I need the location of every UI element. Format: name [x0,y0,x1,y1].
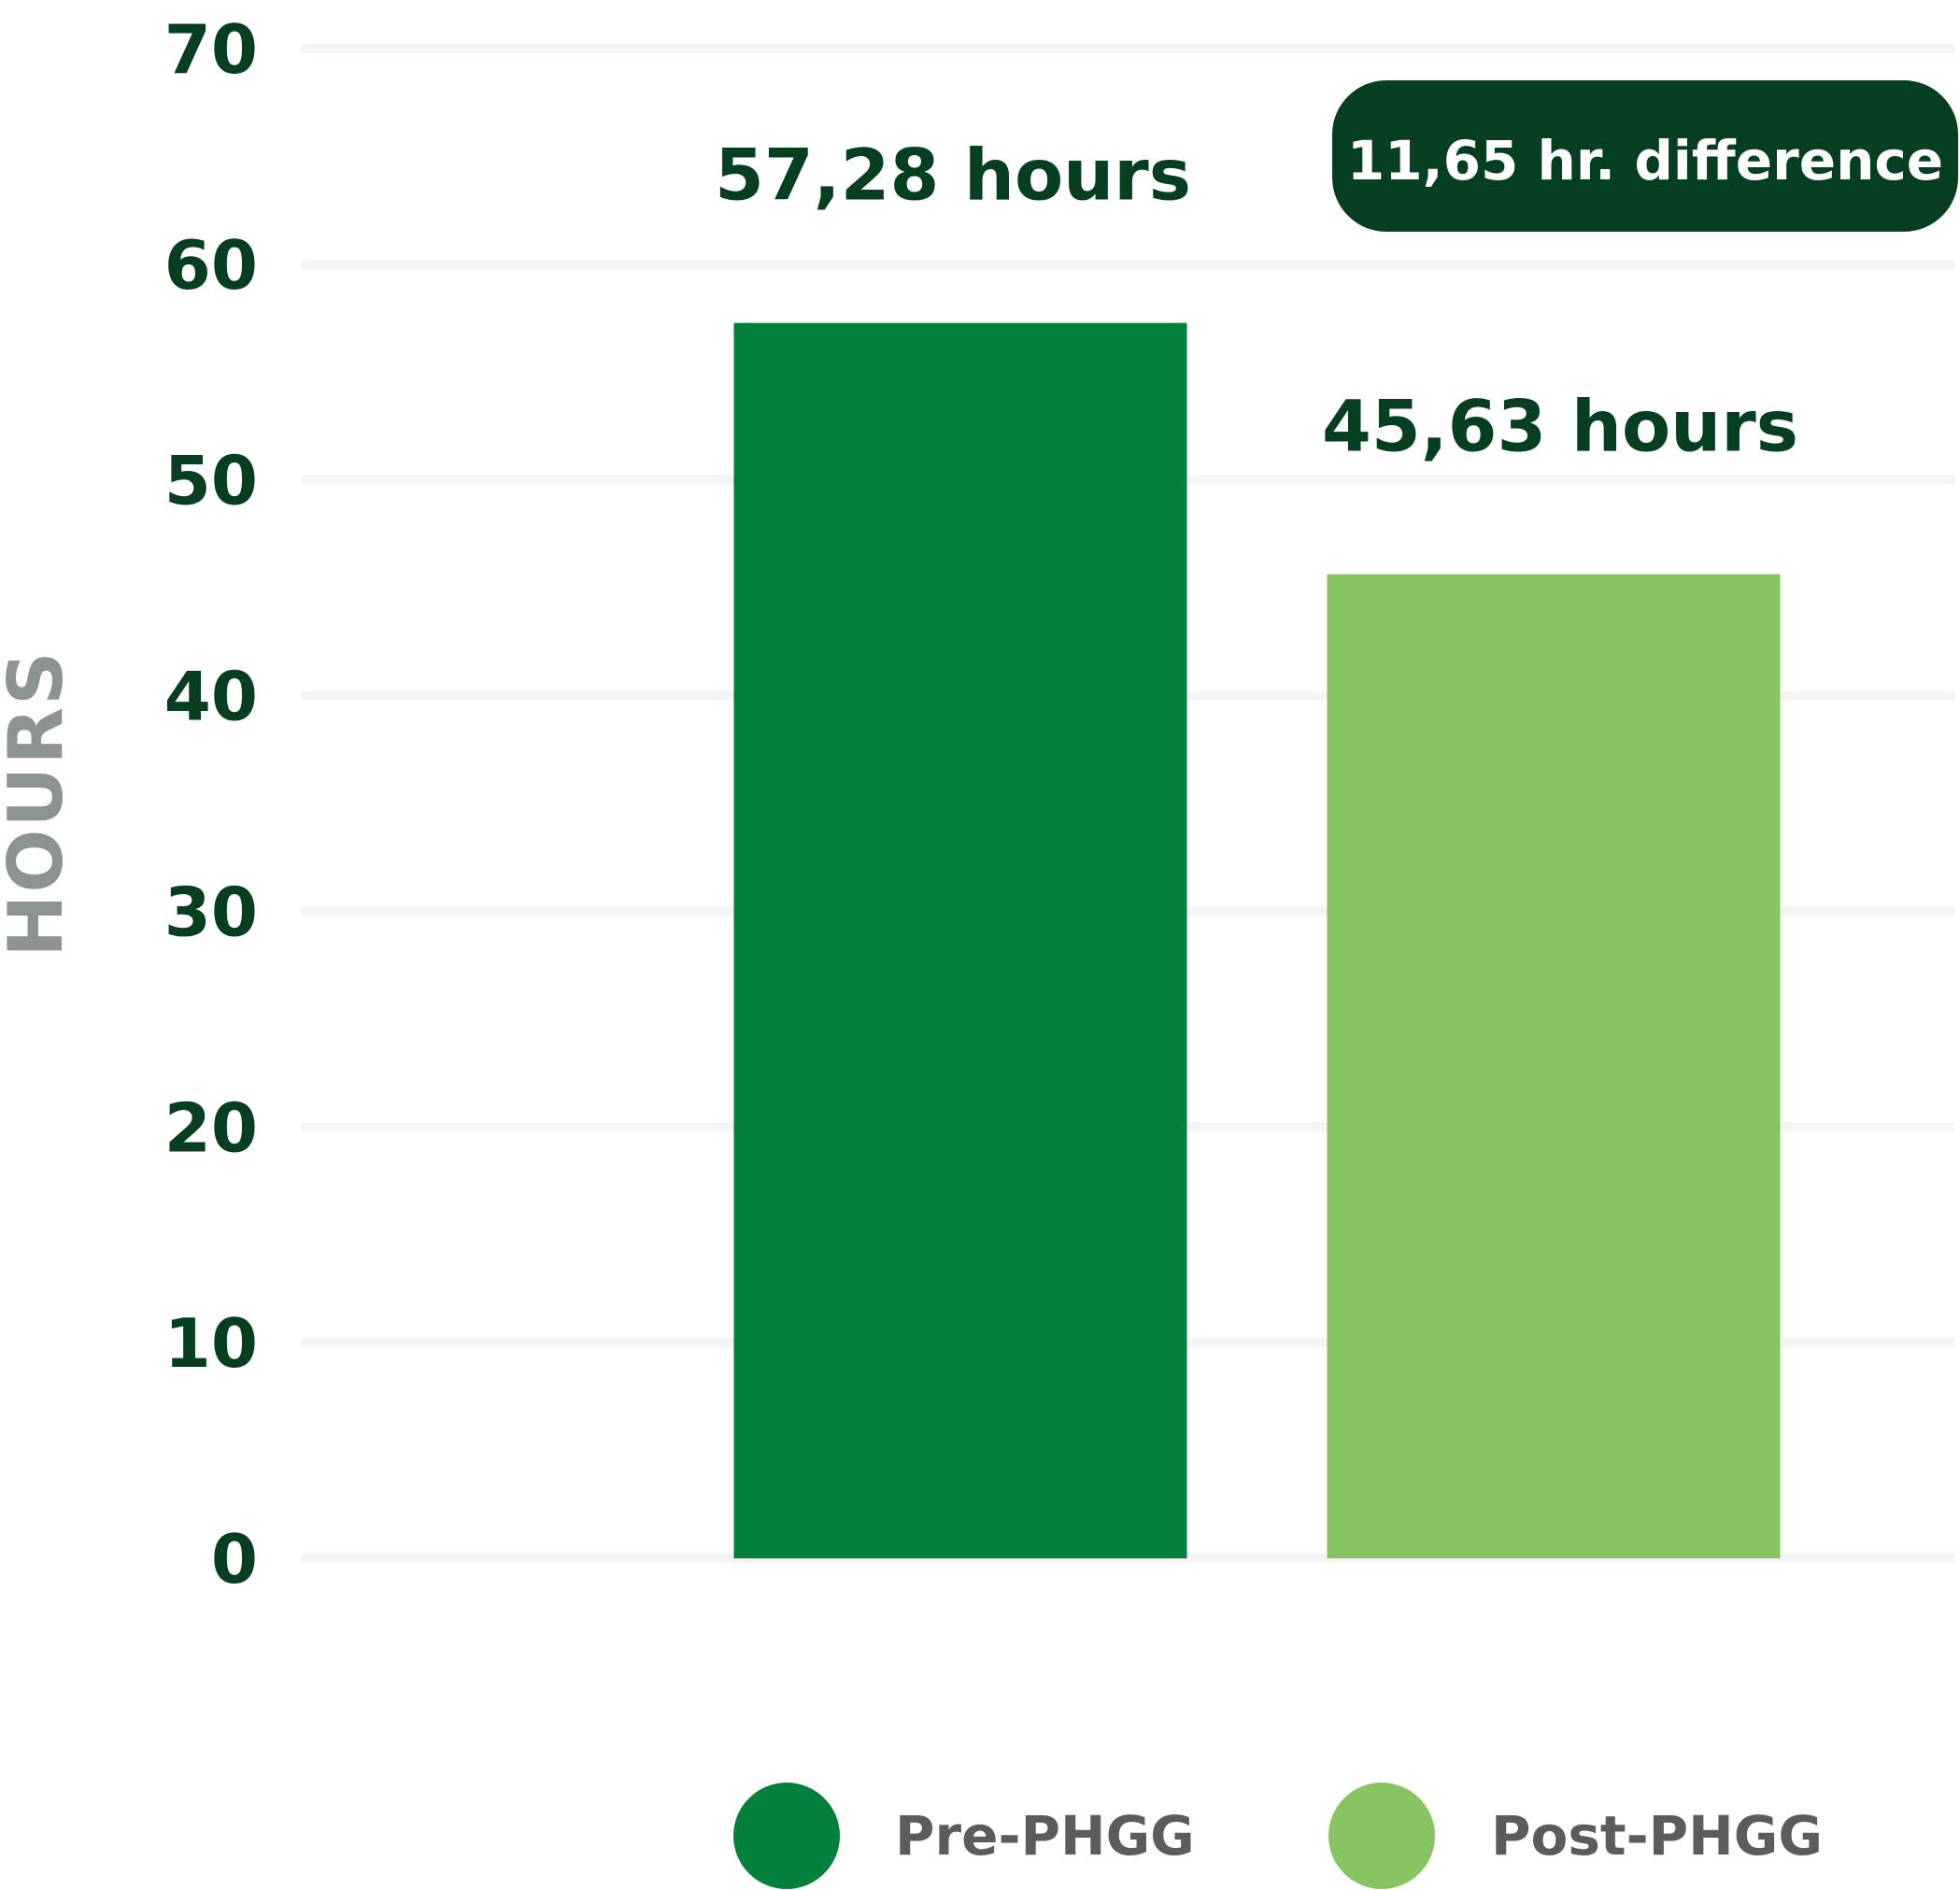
y-tick-label: 60 [164,226,258,305]
y-tick-label: 10 [164,1304,258,1383]
value-label-post-phgg: 45,63 hours [1322,385,1798,468]
y-axis-ticks: 0 10 20 30 40 50 60 70 [164,10,258,1599]
legend-label-post-phgg: Post-PHGG [1491,1804,1823,1868]
y-tick-label: 70 [164,10,258,89]
y-tick-label: 20 [164,1088,258,1167]
legend-swatch-pre-phgg [733,1783,840,1889]
y-tick-label: 40 [164,658,258,736]
y-tick-label: 50 [164,442,258,520]
callout-box [1332,80,1958,232]
y-axis-title: HOURS [0,649,79,957]
bar-post-phgg [1327,574,1781,1558]
legend-label-pre-phgg: Pre-PHGG [895,1804,1195,1868]
y-tick-label: 30 [164,873,258,951]
bars [733,322,1781,1559]
legend: Pre-PHGG Post-PHGG [733,1783,1823,1889]
y-tick-label: 0 [211,1520,258,1599]
value-label-pre-phgg: 57,28 hours [715,134,1191,217]
bar-value-labels: 57,28 hours 45,63 hours [715,134,1798,468]
callout-text: 11,65 hr. difference [1347,129,1943,192]
legend-swatch-post-phgg [1328,1783,1435,1889]
bar-pre-phgg [733,322,1187,1559]
difference-callout: 11,65 hr. difference [1332,80,1958,232]
